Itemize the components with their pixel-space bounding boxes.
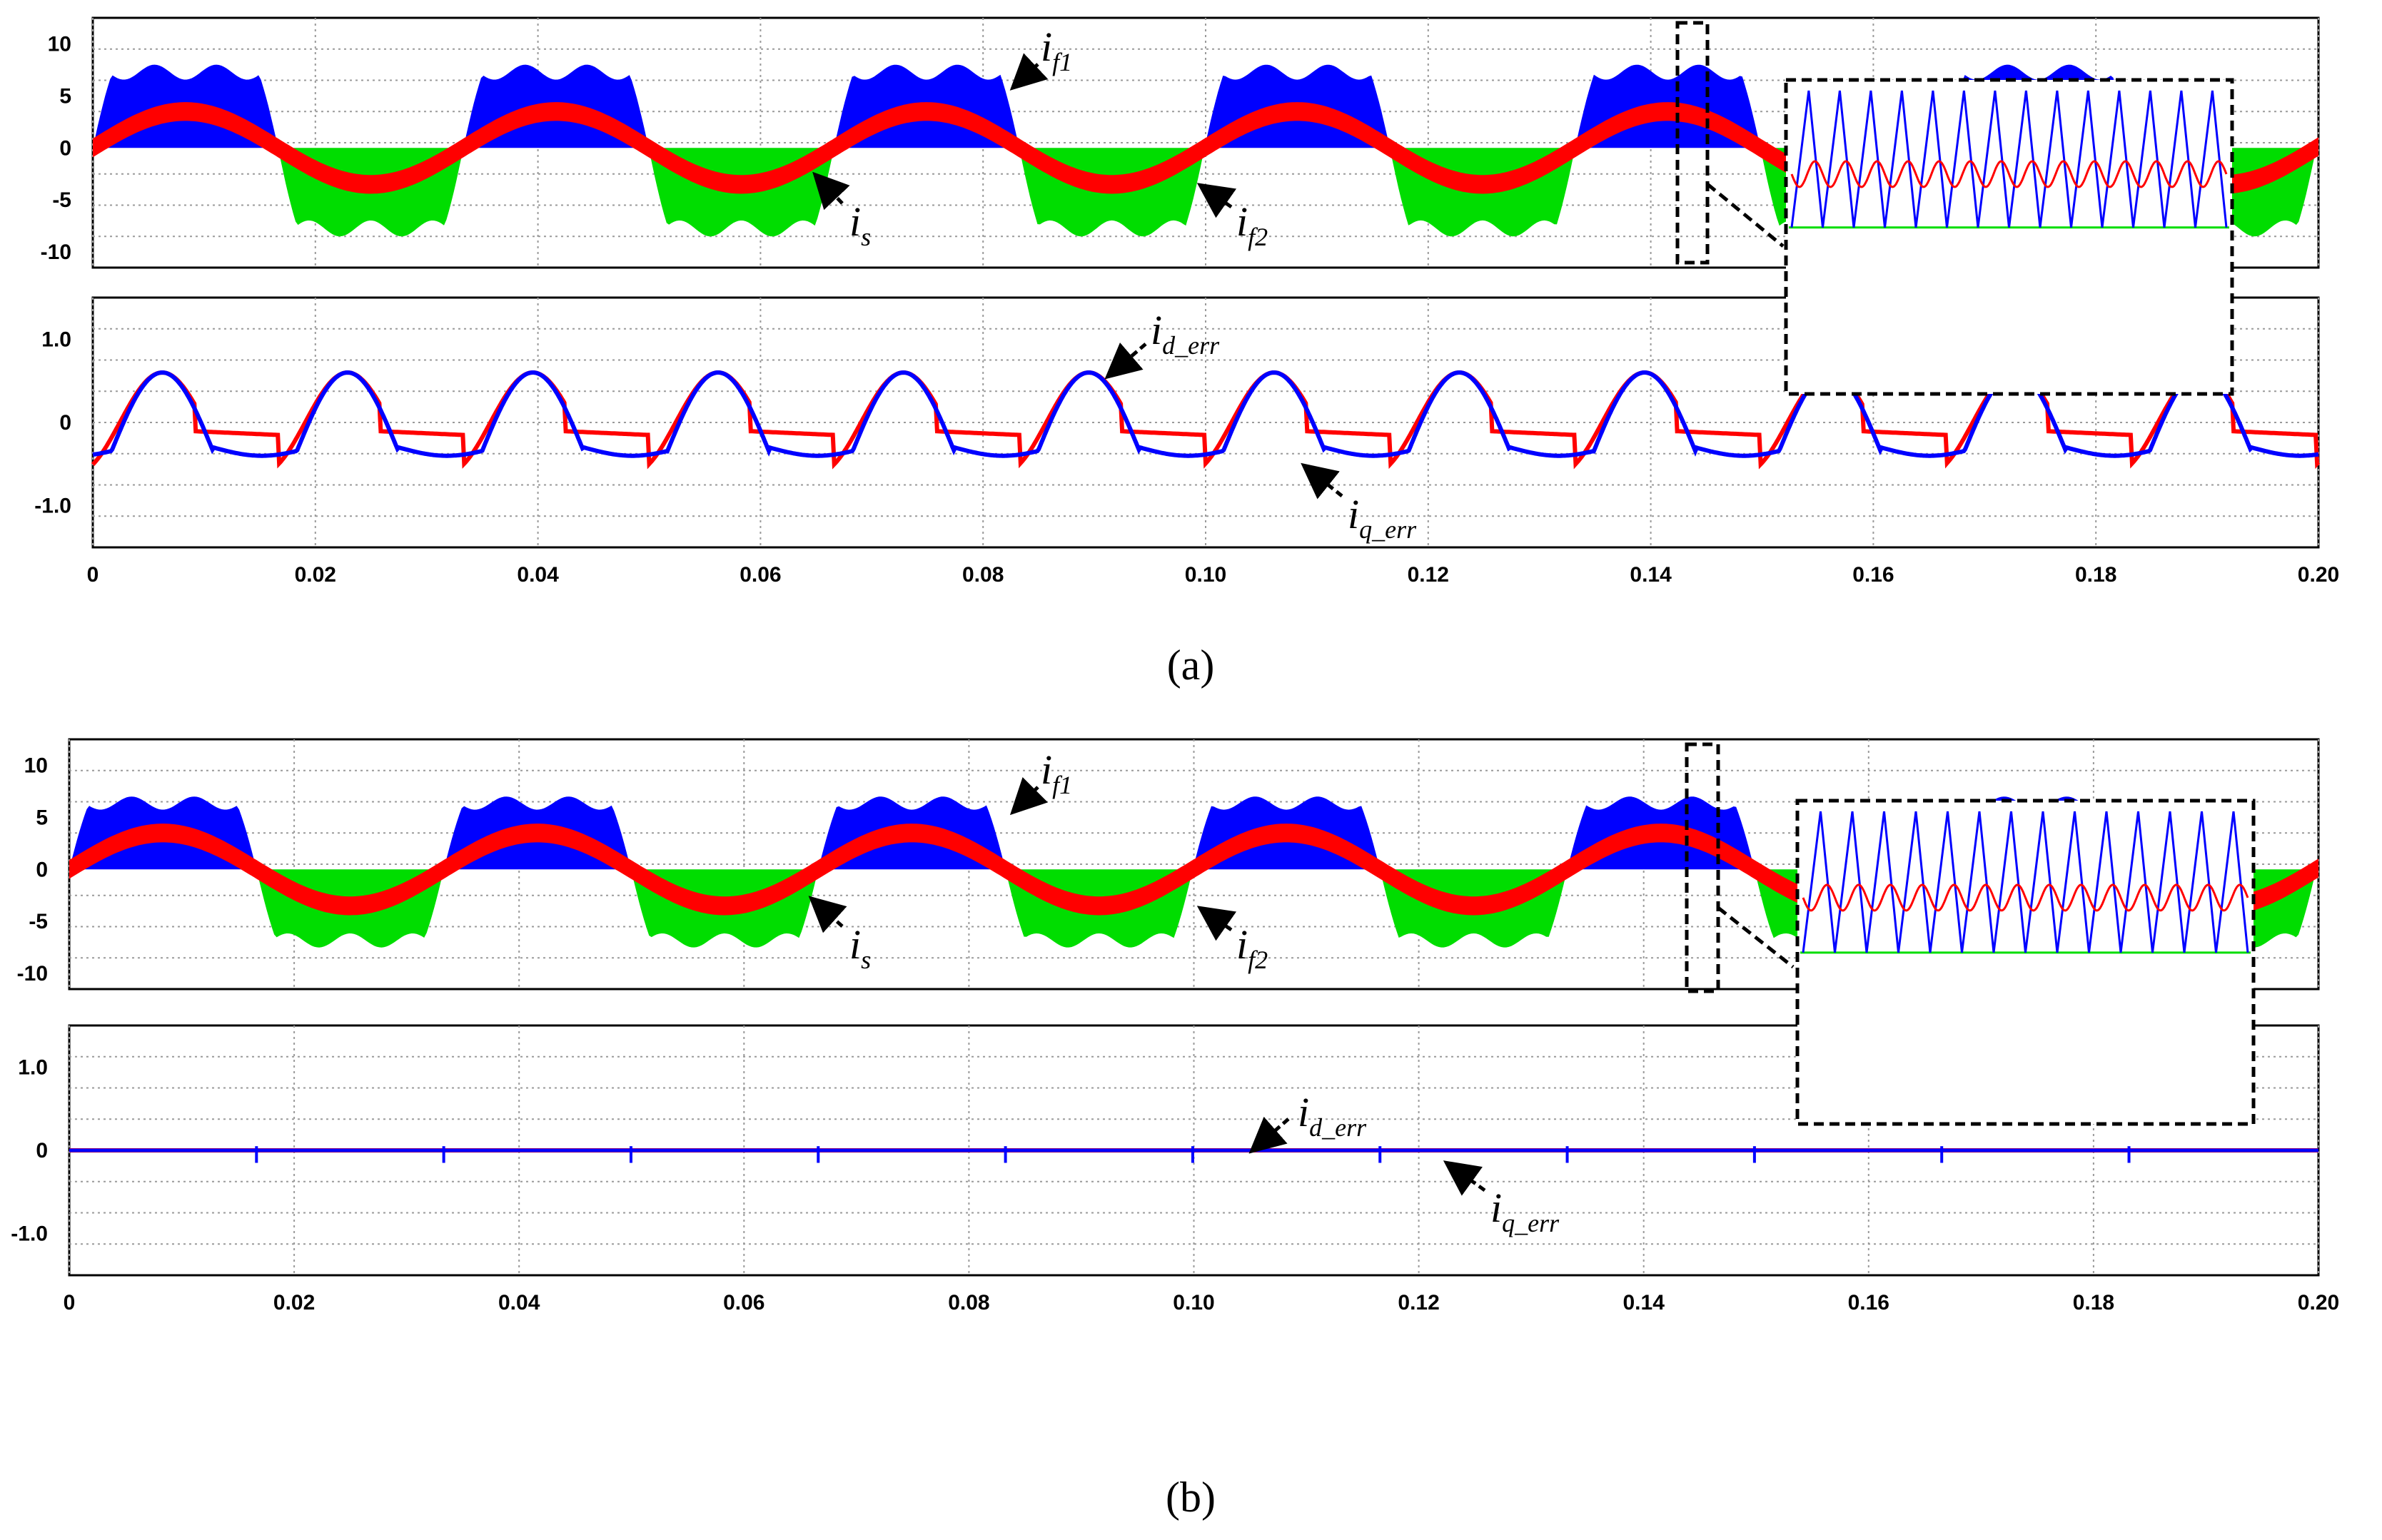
x-tick-label: 0.12 bbox=[1398, 1291, 1439, 1314]
y-tick-label: 5 bbox=[36, 806, 48, 829]
panel-b-zoom-window bbox=[1685, 742, 1720, 993]
panel-a-zoom-connector bbox=[1706, 183, 1785, 248]
x-tick-label: 0.04 bbox=[517, 563, 559, 587]
y-tick-label: 0 bbox=[59, 411, 71, 435]
y-tick-label: 0 bbox=[36, 1139, 48, 1162]
panel-a-bottom-series bbox=[91, 370, 2321, 470]
x-tick-label: 0.18 bbox=[2073, 1291, 2114, 1314]
panel-b-zoom-connector bbox=[1717, 906, 1795, 968]
x-tick-label: 0.02 bbox=[273, 1291, 315, 1314]
panel-b-bottom-series bbox=[69, 1146, 2318, 1163]
x-tick-label: 0.08 bbox=[962, 563, 1004, 587]
svg-text:is: is bbox=[849, 198, 871, 251]
x-tick-label: 0.10 bbox=[1185, 563, 1226, 587]
svg-text:id_err: id_err bbox=[1298, 1089, 1367, 1142]
x-tick-label: 0 bbox=[64, 1291, 76, 1314]
caption-a: (a) bbox=[1167, 642, 1215, 689]
x-tick-label: 0.20 bbox=[2298, 1291, 2339, 1314]
x-tick-label: 0 bbox=[87, 563, 99, 587]
panel-b-x-ticks: 0 0.02 0.04 0.06 0.08 0.10 0.12 0.14 0.16 0.18 0.2… bbox=[64, 1291, 2340, 1314]
panel-b-top-y-ticks: 10 5 0 -5 -10 bbox=[17, 754, 48, 986]
panel-a-inset bbox=[1784, 78, 2234, 396]
x-tick-label: 0.12 bbox=[1408, 563, 1449, 587]
y-tick-label: -10 bbox=[41, 240, 71, 264]
y-tick-label: 0 bbox=[59, 136, 71, 160]
label-b-if2: if2 bbox=[1196, 906, 1268, 974]
panel-b-inset-series bbox=[1800, 811, 2251, 954]
label-a-iq-err: iq_err bbox=[1301, 462, 1417, 544]
x-tick-label: 0.06 bbox=[723, 1291, 764, 1314]
y-tick-label: -5 bbox=[52, 188, 71, 212]
x-tick-label: 0.06 bbox=[740, 563, 781, 587]
panel-b-bottom-y-ticks: 1.0 0 -1.0 bbox=[11, 1055, 48, 1245]
svg-text:if1: if1 bbox=[1041, 746, 1072, 799]
caption-b: (b) bbox=[1166, 1474, 1216, 1521]
svg-text:is: is bbox=[849, 921, 871, 974]
y-tick-label: -1.0 bbox=[11, 1222, 48, 1246]
panel-a: 10 5 0 -5 -10 1.0 0 -1.0 0 0.02 0.04 0.06 0.08 0.10… bbox=[34, 16, 2340, 689]
series-is bbox=[69, 824, 2318, 916]
panel-a-top-y-ticks: 10 5 0 -5 -10 bbox=[41, 32, 71, 264]
x-tick-label: 0.10 bbox=[1173, 1291, 1214, 1314]
label-b-id-err: id_err bbox=[1248, 1089, 1367, 1154]
x-tick-label: 0.16 bbox=[1848, 1291, 1889, 1314]
label-b-if1: if1 bbox=[1009, 746, 1072, 816]
inset-is bbox=[1802, 883, 2249, 912]
label-a-if1: if1 bbox=[1009, 24, 1072, 91]
inset-is bbox=[1790, 160, 2228, 188]
panel-a-x-ticks: 0 0.02 0.04 0.06 0.08 0.10 0.12 0.14 0.16 0.18 0.2… bbox=[87, 563, 2340, 587]
svg-text:if1: if1 bbox=[1041, 24, 1072, 76]
label-a-id-err: id_err bbox=[1104, 307, 1220, 380]
x-tick-label: 0.04 bbox=[498, 1291, 540, 1314]
svg-text:id_err: id_err bbox=[1151, 307, 1220, 360]
label-b-is: is bbox=[808, 896, 871, 974]
y-tick-label: -5 bbox=[29, 910, 48, 933]
y-tick-label: 1.0 bbox=[18, 1055, 48, 1079]
panel-a-zoom-window bbox=[1675, 21, 1710, 265]
inset-if1 bbox=[1802, 811, 2249, 953]
y-tick-label: 5 bbox=[59, 84, 71, 108]
y-tick-label: 0 bbox=[36, 858, 48, 881]
y-tick-label: 10 bbox=[48, 32, 71, 56]
label-b-iq-err: iq_err bbox=[1443, 1160, 1560, 1237]
y-tick-label: -10 bbox=[17, 962, 48, 986]
x-tick-label: 0.14 bbox=[1623, 1291, 1665, 1314]
series-iq-err bbox=[92, 370, 2319, 458]
svg-text:if2: if2 bbox=[1236, 921, 1268, 974]
panel-b-inset bbox=[1795, 799, 2256, 1126]
x-tick-label: 0.20 bbox=[2298, 563, 2339, 587]
series-is bbox=[93, 102, 2318, 194]
x-tick-label: 0.16 bbox=[1852, 563, 1894, 587]
x-tick-label: 0.14 bbox=[1630, 563, 1672, 587]
svg-text:iq_err: iq_err bbox=[1348, 491, 1417, 544]
y-tick-label: 10 bbox=[24, 754, 48, 777]
label-a-if2: if2 bbox=[1196, 183, 1268, 251]
svg-text:iq_err: iq_err bbox=[1490, 1185, 1560, 1237]
panel-a-inset-series bbox=[1789, 90, 2229, 229]
panel-a-top-grid bbox=[92, 18, 2319, 268]
x-tick-label: 0.08 bbox=[948, 1291, 989, 1314]
inset-if1 bbox=[1790, 90, 2228, 228]
x-tick-label: 0.18 bbox=[2075, 563, 2116, 587]
x-tick-label: 0.02 bbox=[295, 563, 336, 587]
label-a-is: is bbox=[812, 171, 871, 251]
svg-text:if2: if2 bbox=[1236, 198, 1268, 251]
y-tick-label: 1.0 bbox=[41, 328, 71, 351]
panel-b: 10 5 0 -5 -10 1.0 0 -1.0 0 0.02 0.04 0.06 0.08 0.10… bbox=[11, 738, 2340, 1521]
y-tick-label: -1.0 bbox=[34, 495, 71, 518]
panel-a-bottom-y-ticks: 1.0 0 -1.0 bbox=[34, 328, 71, 517]
